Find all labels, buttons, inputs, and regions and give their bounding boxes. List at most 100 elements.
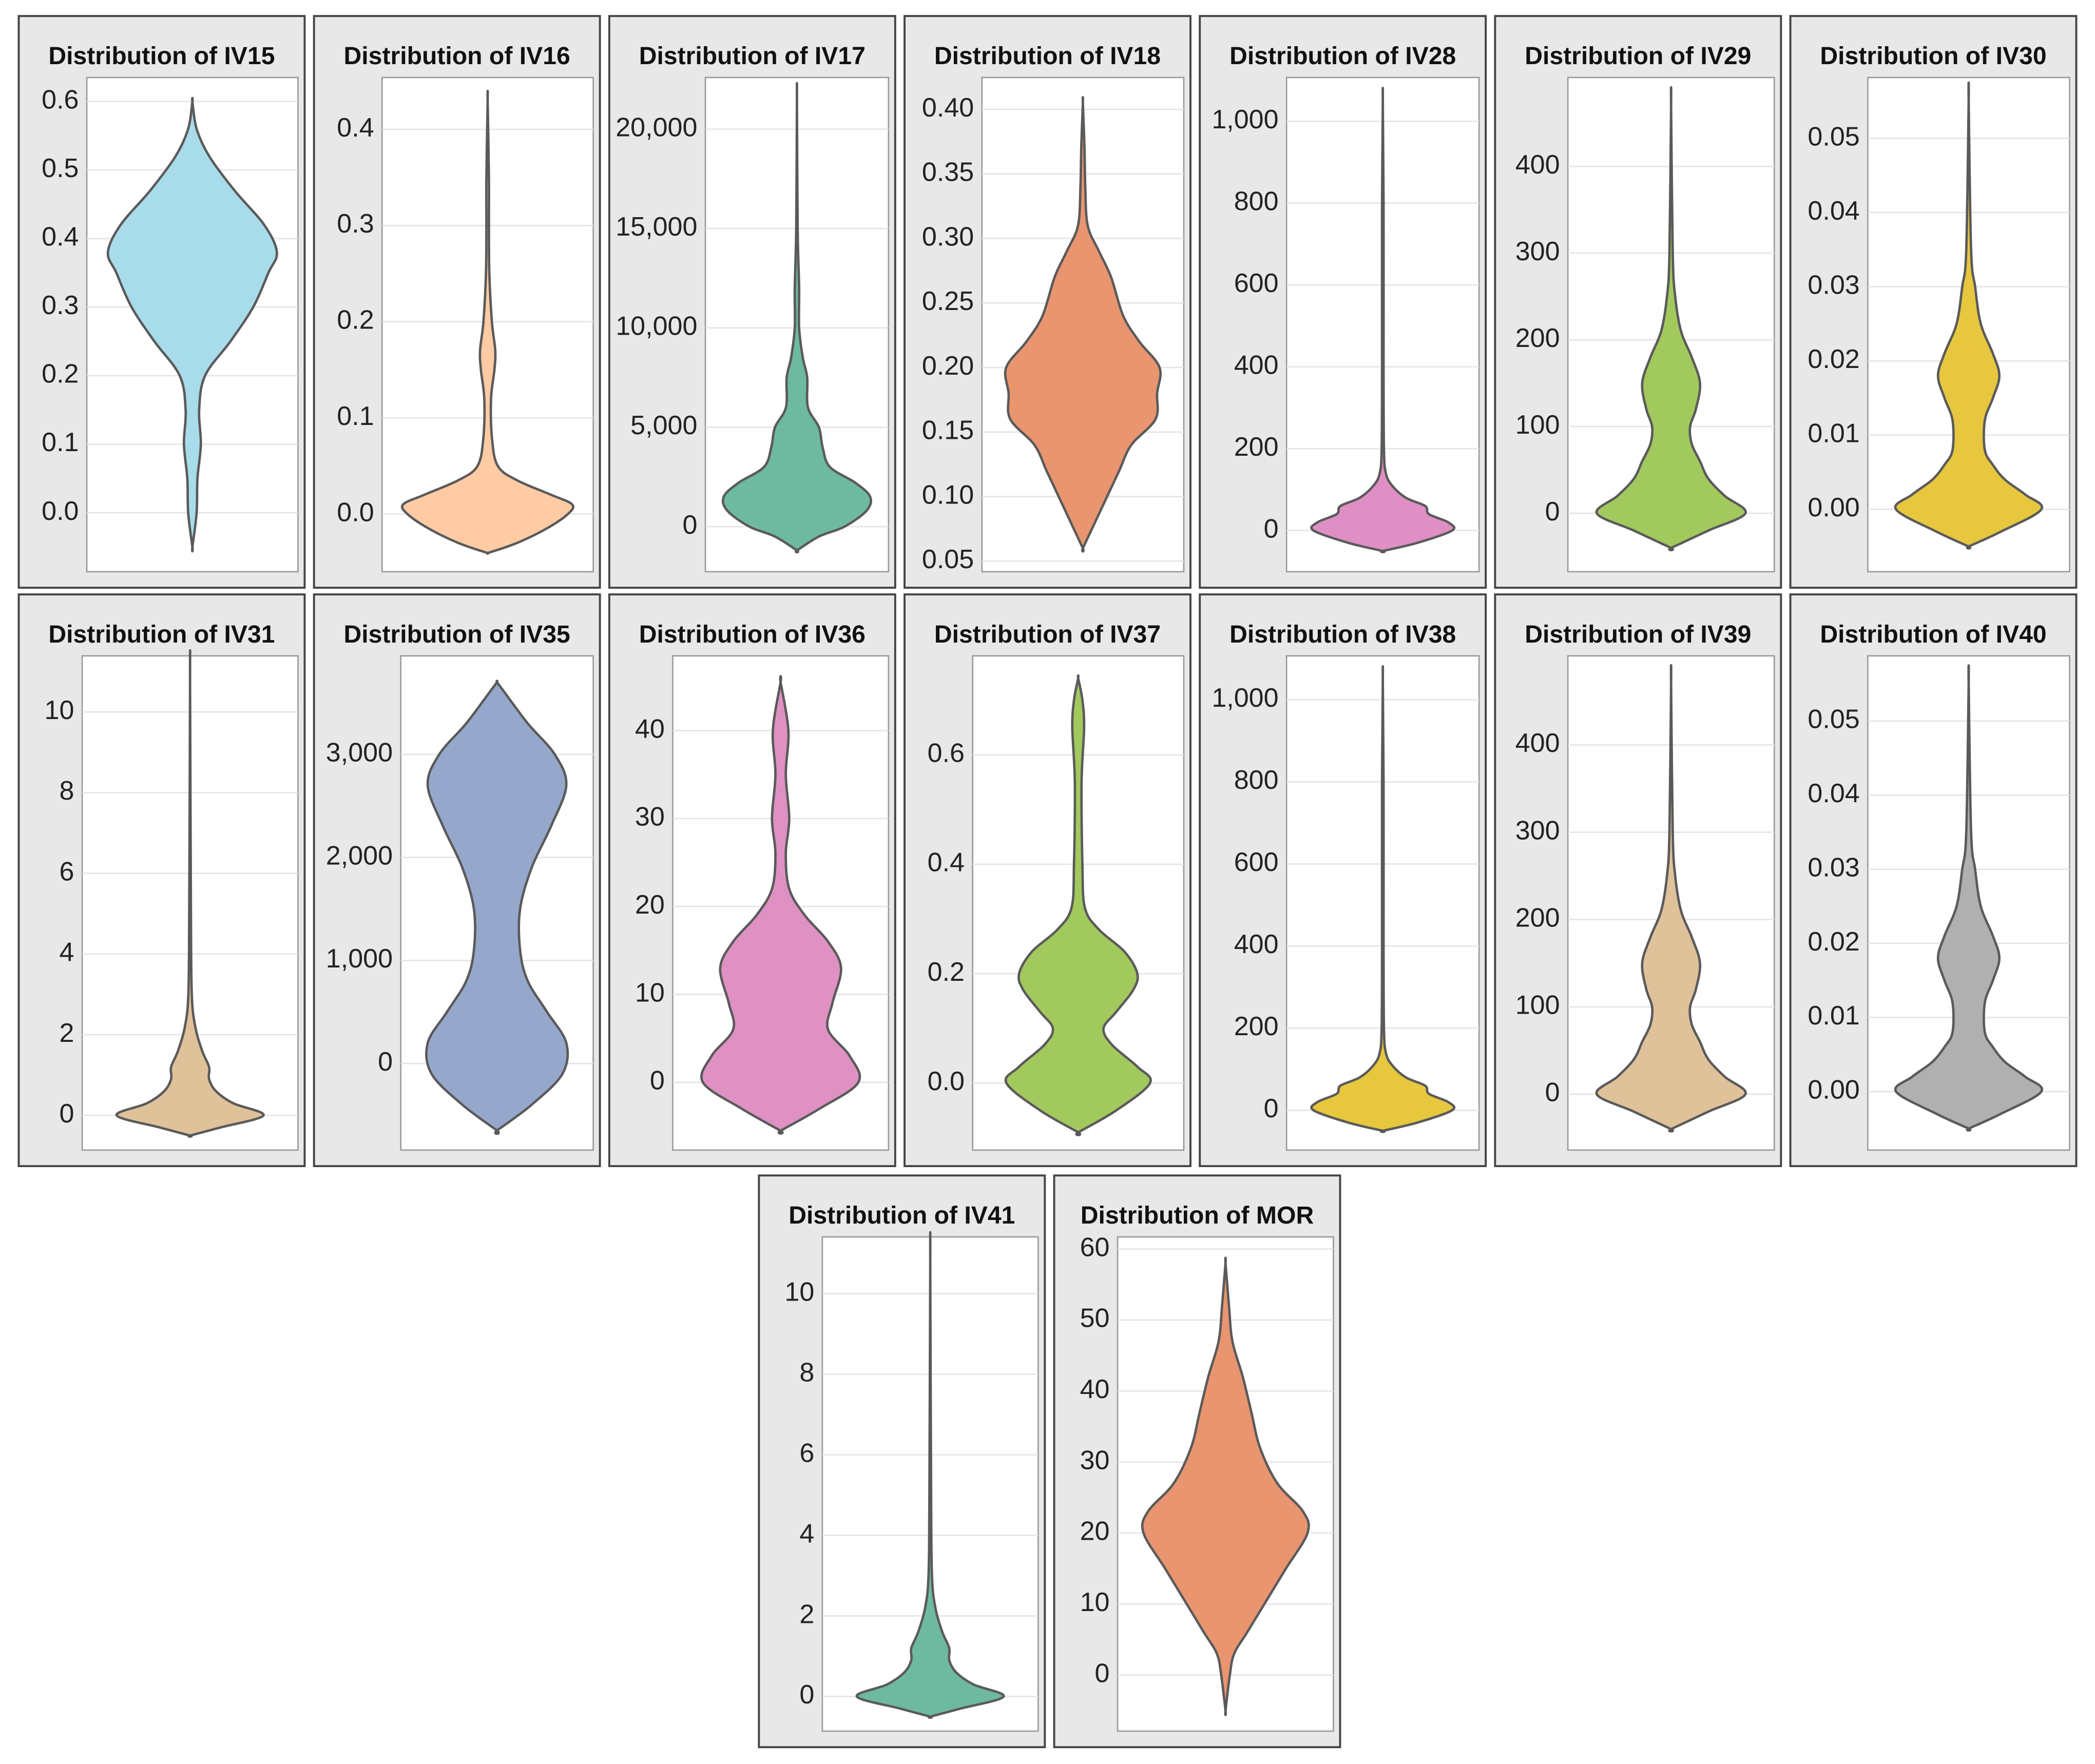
chart-title: Distribution of IV31 (48, 621, 275, 648)
y-tick-label: 0.02 (1808, 927, 1859, 957)
y-tick-label: 0 (1545, 1078, 1560, 1108)
y-tick-label: 10 (1080, 1587, 1110, 1617)
violin (721, 82, 873, 554)
chart-title: Distribution of IV29 (1525, 42, 1751, 70)
y-tick-label: 10 (784, 1277, 814, 1307)
violin (1894, 664, 2044, 1132)
y-tick-label: 15,000 (616, 212, 697, 242)
violin (1595, 86, 1747, 552)
y-tick-label: 0 (378, 1047, 393, 1077)
y-tick-label: 2 (799, 1599, 814, 1629)
y-tick-label: 0.3 (42, 290, 79, 320)
y-tick-label: 8 (799, 1358, 814, 1387)
y-tick-label: 0 (60, 1099, 74, 1129)
y-tick-label: 0.2 (337, 305, 374, 335)
y-tick-label: 2 (60, 1018, 74, 1048)
y-tick-label: 400 (1234, 350, 1279, 380)
y-tick-label: 0.30 (922, 222, 974, 251)
violin (1310, 87, 1456, 553)
y-tick-label: 30 (1080, 1445, 1110, 1475)
y-tick-label: 600 (1234, 847, 1279, 877)
chart-title: Distribution of IV15 (48, 42, 275, 70)
y-tick-label: 0 (650, 1066, 665, 1096)
y-tick-label: 0.00 (1808, 493, 1859, 522)
y-tick-label: 800 (1234, 187, 1279, 217)
y-tick-label: 0.40 (922, 93, 974, 123)
y-tick-label: 1,000 (1212, 105, 1278, 134)
y-tick-label: 0.0 (42, 496, 79, 526)
violin (1595, 664, 1747, 1133)
violin (1004, 674, 1152, 1136)
y-tick-label: 800 (1234, 765, 1279, 795)
y-tick-label: 0.03 (1808, 852, 1859, 882)
y-tick-label: 300 (1515, 816, 1560, 845)
y-tick-label: 50 (1080, 1304, 1110, 1333)
y-tick-label: 0.03 (1808, 270, 1859, 300)
y-tick-label: 20 (1080, 1517, 1110, 1546)
y-tick-label: 0.35 (922, 158, 974, 187)
y-tick-label: 400 (1515, 150, 1560, 180)
y-tick-label: 0.20 (922, 351, 974, 381)
y-tick-label: 0.4 (42, 222, 79, 252)
y-tick-label: 0.6 (928, 739, 965, 768)
y-tick-label: 200 (1515, 903, 1560, 933)
chart-title: Distribution of IV30 (1820, 42, 2046, 70)
y-tick-label: 0.05 (1808, 122, 1859, 151)
y-tick-label: 4 (799, 1519, 814, 1548)
chart-title: Distribution of IV40 (1820, 621, 2046, 648)
y-tick-label: 0.01 (1808, 1001, 1859, 1031)
y-tick-label: 300 (1515, 237, 1560, 266)
y-tick-label: 0 (1264, 1094, 1279, 1123)
chart-title: Distribution of IV38 (1229, 621, 1456, 648)
y-tick-label: 0.2 (928, 957, 965, 987)
y-tick-label: 30 (635, 802, 665, 832)
y-tick-label: 0 (682, 510, 697, 540)
y-tick-label: 0.15 (922, 416, 974, 445)
y-tick-label: 0.00 (1808, 1075, 1859, 1105)
chart-title: Distribution of IV16 (344, 42, 570, 70)
y-tick-label: 0.4 (337, 113, 374, 143)
y-tick-label: 0.01 (1808, 419, 1859, 449)
y-tick-label: 8 (60, 776, 74, 806)
y-tick-label: 3,000 (326, 738, 393, 768)
y-tick-label: 0.04 (1808, 779, 1859, 808)
chart-title: Distribution of IV17 (639, 42, 866, 70)
y-tick-label: 0.10 (922, 480, 974, 510)
chart-title: Distribution of IV39 (1525, 621, 1751, 648)
y-tick-label: 0.05 (1808, 705, 1859, 734)
chart-title: Distribution of IV41 (789, 1201, 1015, 1229)
y-tick-label: 40 (1080, 1374, 1110, 1404)
chart-title: Distribution of IV28 (1229, 42, 1456, 70)
violin (425, 680, 569, 1135)
violin (855, 1231, 1005, 1719)
y-tick-label: 200 (1234, 432, 1279, 462)
y-tick-label: 0.4 (928, 848, 965, 878)
chart-title: Distribution of IV35 (344, 621, 570, 648)
y-tick-label: 1,000 (1212, 683, 1278, 713)
y-tick-label: 0.3 (337, 209, 374, 239)
violin (1141, 1256, 1310, 1716)
y-tick-label: 200 (1234, 1012, 1279, 1041)
chart-title: Distribution of MOR (1081, 1201, 1314, 1229)
y-tick-label: 0.04 (1808, 196, 1859, 226)
y-tick-label: 0 (1264, 514, 1279, 544)
violin (115, 649, 265, 1138)
violin (1894, 81, 2044, 550)
violin (1004, 96, 1162, 553)
y-tick-label: 0 (799, 1680, 814, 1710)
y-tick-label: 0.25 (922, 286, 974, 316)
y-tick-label: 60 (1080, 1232, 1110, 1262)
y-tick-label: 0.02 (1808, 344, 1859, 374)
y-tick-label: 100 (1515, 991, 1560, 1020)
y-tick-label: 0.0 (337, 497, 374, 527)
y-tick-label: 0.0 (928, 1067, 965, 1096)
y-tick-label: 0 (1095, 1658, 1110, 1688)
violin (106, 96, 278, 553)
y-tick-label: 4 (60, 938, 74, 967)
y-tick-label: 40 (635, 714, 665, 744)
y-tick-label: 10 (45, 695, 74, 725)
y-tick-label: 0.2 (42, 359, 79, 389)
y-tick-label: 400 (1515, 728, 1560, 758)
y-tick-label: 0.5 (42, 153, 79, 183)
chart-title: Distribution of IV36 (639, 621, 866, 648)
